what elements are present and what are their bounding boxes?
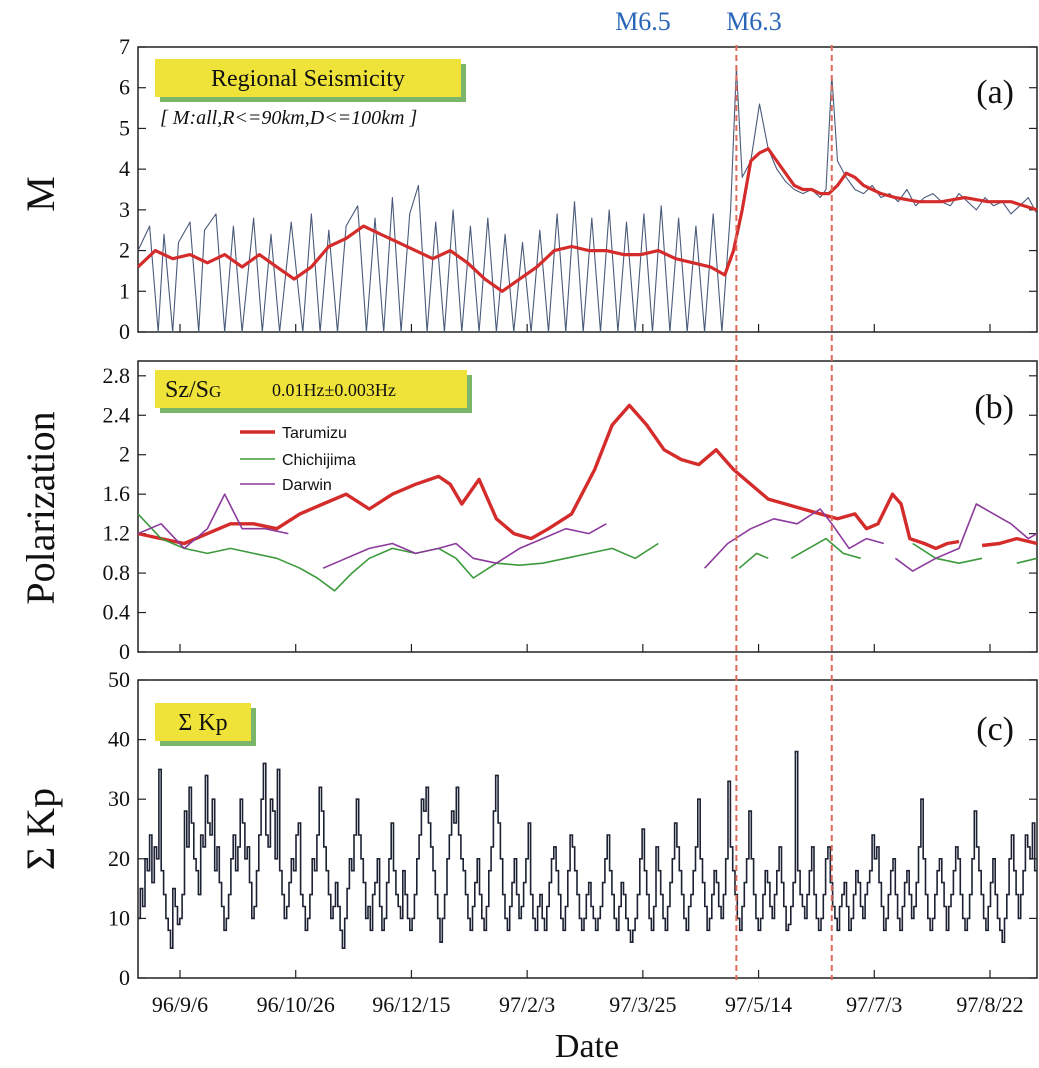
y-tick-label: 7: [119, 34, 130, 59]
y-tick-label: 1.2: [103, 521, 131, 546]
x-tick-label: 96/9/6: [152, 992, 208, 1017]
quake-label-m63: M6.3: [726, 7, 782, 36]
chichijima-line: [790, 537, 861, 560]
y-tick-label: 0: [119, 319, 130, 344]
panel-a-y-ticks: 0 1 2 3 4 5 6 7: [119, 34, 1037, 344]
box-main: Sz/S: [165, 377, 209, 403]
y-tick-label: 2: [119, 238, 130, 263]
legend: Tarumizu Chichijima Darwin: [240, 425, 356, 494]
panel-a-tag: (a): [976, 74, 1014, 111]
kp-box-label: Σ Kp: [178, 710, 227, 736]
regional-seismicity-box: [155, 59, 461, 97]
chichijima-line: [738, 552, 769, 569]
legend-label-tarumizu: Tarumizu: [282, 425, 347, 442]
panel-b: 0 0.4 0.8 1.2 1.6 2 2.4 2.8 Sz/SG 0.01Hz±0.003H…: [18, 360, 1038, 664]
y-tick-label: 10: [108, 905, 130, 930]
panel-b-series: [137, 403, 1038, 592]
x-tick-label: 97/8/22: [956, 992, 1023, 1017]
tarumizu-line: [137, 403, 960, 551]
panel-c-tag: (c): [976, 711, 1014, 748]
y-tick-label: 0: [119, 965, 130, 990]
x-ticks: 96/9/6 96/10/26 96/12/15 97/2/3 97/3/25 97/5/…: [152, 324, 1024, 1017]
polarization-freq: 0.01Hz±0.003Hz: [272, 380, 396, 400]
chichijima-line: [1016, 557, 1038, 564]
y-tick-label: 5: [119, 115, 130, 140]
seismicity-subtitle: [ M:all,R<=90km,D<=100km ]: [160, 107, 417, 129]
y-tick-label: 2.4: [103, 402, 131, 427]
panel-c-y-ticks: 0 10 20 30 40 50: [108, 667, 1037, 990]
x-tick-label: 96/10/26: [257, 992, 335, 1017]
y-tick-label: 20: [108, 846, 130, 871]
panel-b-frame: [137, 360, 1038, 653]
y-tick-label: 3: [119, 197, 130, 222]
y-tick-label: 2.8: [103, 363, 131, 388]
x-tick-label: 97/7/3: [846, 992, 902, 1017]
y-tick-label: 0.8: [103, 560, 131, 585]
panel-c-series: [138, 750, 1037, 949]
y-tick-label: 1.6: [103, 481, 131, 506]
y-tick-label: 0: [119, 639, 130, 664]
darwin-line: [704, 508, 885, 569]
panel-a-ylabel: M: [18, 176, 63, 212]
x-axis-label: Date: [555, 1028, 619, 1065]
y-tick-label: 1: [119, 278, 130, 303]
panel-c-ylabel: Σ Kp: [18, 788, 63, 870]
panel-b-ylabel: Polarization: [18, 411, 63, 604]
panel-a-series: [136, 66, 1038, 333]
y-tick-label: 6: [119, 75, 130, 100]
chichijima-line: [137, 513, 659, 592]
darwin-line: [894, 503, 1038, 572]
x-tick-label: 97/3/25: [609, 992, 676, 1017]
x-tick-label: 97/5/14: [725, 992, 792, 1017]
kp-step-line: [138, 750, 1037, 949]
quake-label-m65: M6.5: [615, 7, 671, 36]
x-tick-label: 96/12/15: [372, 992, 450, 1017]
y-tick-label: 4: [119, 156, 130, 181]
tarumizu-line: [981, 536, 1038, 548]
legend-label-chichijima: Chichijima: [282, 452, 356, 469]
darwin-line: [322, 523, 607, 569]
panel-c-frame: [137, 679, 1038, 979]
polarization-box-label: Sz/SG: [165, 377, 221, 403]
y-tick-label: 50: [108, 667, 130, 692]
y-tick-label: 0.4: [103, 600, 131, 625]
event-lines: [735, 45, 833, 980]
box-main-sub: G: [209, 382, 221, 401]
panel-a: 0 1 2 3 4 5 6 7 Regional Seismicity [ M:all,R<=…: [18, 34, 1038, 344]
panel-b-tag: (b): [974, 389, 1014, 426]
kp-box: [155, 703, 251, 741]
y-tick-label: 30: [108, 786, 130, 811]
y-tick-label: 40: [108, 727, 130, 752]
y-tick-label: 2: [119, 442, 130, 467]
x-tick-label: 97/2/3: [499, 992, 555, 1017]
panel-a-frame: [137, 46, 1038, 333]
darwin-line: [137, 493, 289, 550]
smoothed-line: [136, 147, 1038, 293]
panel-b-y-ticks: 0 0.4 0.8 1.2 1.6 2 2.4 2.8: [103, 363, 1037, 664]
legend-label-darwin: Darwin: [282, 477, 332, 494]
polarization-box: [155, 370, 467, 408]
regional-seismicity-label: Regional Seismicity: [211, 66, 405, 92]
chichijima-line: [912, 542, 983, 564]
